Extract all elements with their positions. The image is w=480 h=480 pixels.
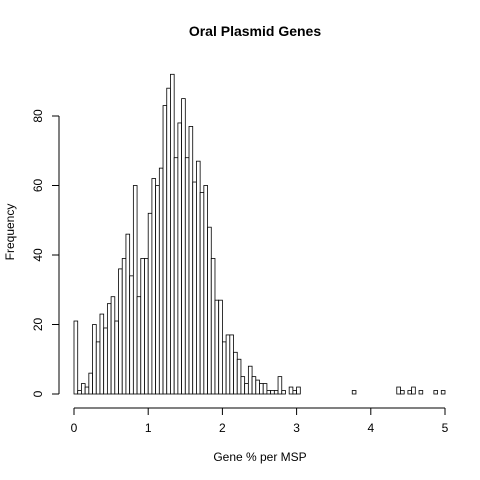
histogram-bar [412,387,416,394]
histogram-bar [397,387,401,394]
histogram-bar [260,384,264,394]
histogram-bar [234,352,238,394]
histogram-bar [89,373,93,394]
x-tick-label: 0 [71,421,78,435]
histogram-bar [170,74,174,394]
histogram-bar [163,106,167,394]
histogram-bar [107,304,111,394]
chart-title: Oral Plasmid Genes [189,23,321,39]
histogram-bar [148,213,152,394]
histogram-bar [167,88,171,394]
histogram-bar [226,335,230,394]
x-tick-label: 3 [293,421,300,435]
histogram-bar [293,391,297,394]
histogram-bar [178,123,182,394]
y-tick-label: 60 [31,179,45,193]
histogram-bar [252,377,256,394]
x-axis: 0 1 2 3 4 5 [71,408,449,435]
histogram-bar [130,276,134,394]
histogram-bar [122,258,126,394]
y-tick-label: 40 [31,248,45,262]
histogram-bar [111,297,115,394]
bars-group [74,74,445,394]
x-axis-label: Gene % per MSP [213,450,306,464]
histogram-bar [271,391,275,394]
histogram-bar [241,377,245,394]
histogram-bar [408,391,412,394]
histogram-bar [204,186,208,395]
x-tick-label: 5 [442,421,449,435]
histogram-bar [274,391,278,394]
histogram-bar [256,380,260,394]
histogram-bar [230,335,234,394]
x-tick-label: 1 [145,421,152,435]
histogram-bar [400,391,404,394]
y-axis: 0 20 40 60 80 [31,109,59,397]
histogram-bar [248,366,252,394]
histogram-bar [282,391,286,394]
histogram-bar [93,325,97,395]
x-tick-label: 4 [367,421,374,435]
histogram-bar [211,258,215,394]
histogram-bar [189,126,193,394]
histogram-bar [222,342,226,394]
histogram-bar [219,300,223,394]
y-tick-label: 80 [31,109,45,123]
histogram-bar [434,391,438,394]
histogram-bar [96,342,100,394]
histogram-bar [289,387,293,394]
histogram-bar [278,377,282,394]
histogram-bar [119,269,123,394]
histogram-bar [215,300,219,394]
histogram-bar [267,391,271,394]
x-tick-label: 2 [219,421,226,435]
histogram-bar [182,99,186,394]
histogram-bar [137,297,141,394]
histogram-bar [245,384,249,394]
histogram-bar [126,234,130,394]
histogram-bar [104,328,108,394]
histogram-bar [152,179,156,394]
histogram-bar [141,258,145,394]
histogram-bar [115,321,119,394]
histogram-bar [159,168,163,394]
y-tick-label: 0 [31,390,45,397]
histogram-bar [74,321,78,394]
y-axis-label: Frequency [3,204,17,261]
histogram-bar [81,384,85,394]
histogram-bar [85,387,89,394]
histogram-bar [144,258,148,394]
histogram-bar [263,384,267,394]
histogram-bar [237,359,241,394]
histogram-bar [297,387,301,394]
histogram-bar [200,192,204,394]
histogram-bar [196,161,200,394]
histogram-bar [78,391,82,394]
histogram-bar [208,227,212,394]
histogram-bar [441,391,445,394]
histogram-bar [193,182,197,394]
histogram-bar [352,391,356,394]
histogram-bar [419,391,423,394]
histogram-bar [133,186,137,395]
histogram-bar [185,158,189,394]
histogram-bar [100,314,104,394]
histogram-bar [156,186,160,395]
y-tick-label: 20 [31,318,45,332]
histogram-bar [174,158,178,394]
